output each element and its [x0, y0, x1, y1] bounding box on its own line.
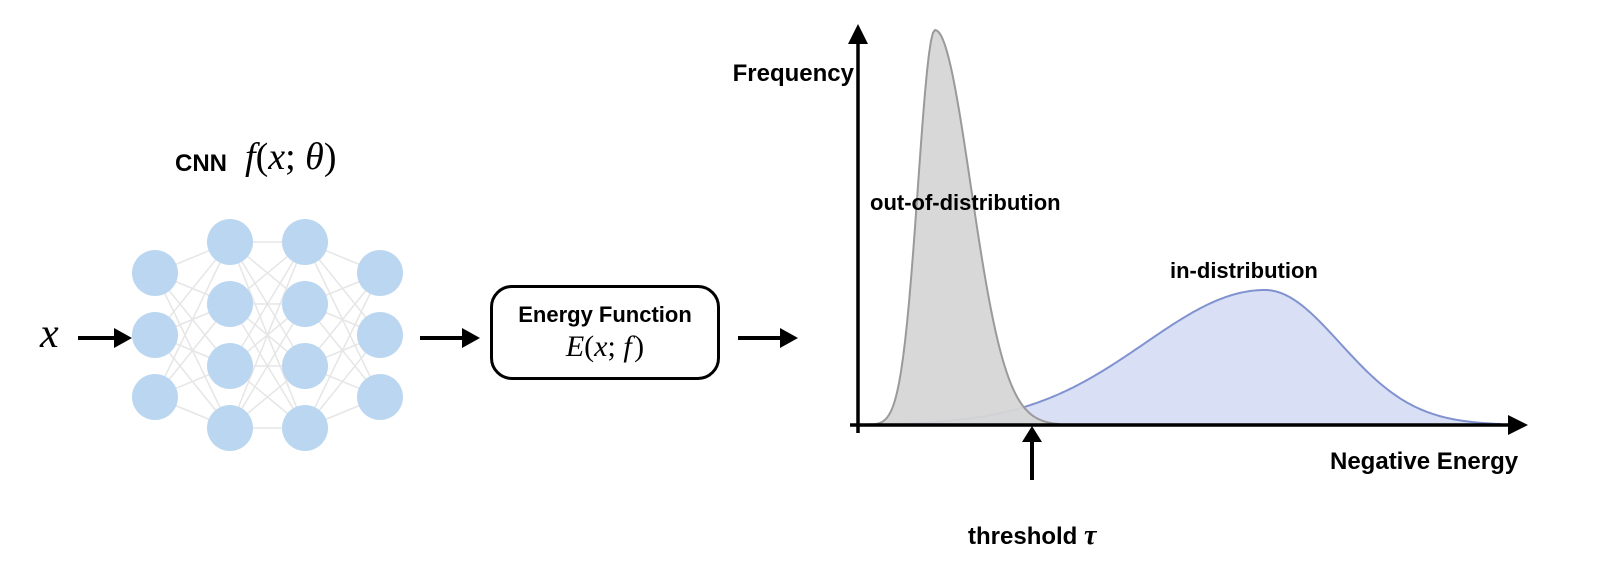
threshold-annotation: threshold τ: [968, 442, 1096, 552]
energy-formula: E(x; f ): [566, 330, 644, 364]
cnn-formula: f(x; θ): [245, 135, 336, 179]
arrow-input-to-cnn: [78, 328, 132, 348]
distribution-chart: [800, 20, 1530, 460]
arrow-energy-to-chart: [738, 328, 798, 348]
energy-title: Energy Function: [518, 302, 692, 328]
threshold-arrow-icon: [1030, 442, 1034, 480]
input-symbol: x: [40, 310, 59, 358]
x-axis-label: Negative Energy: [1330, 448, 1518, 476]
arrow-cnn-to-energy: [420, 328, 480, 348]
energy-function-box: Energy Function E(x; f ): [490, 285, 720, 380]
cnn-network-icon: [125, 180, 425, 490]
threshold-label: threshold τ: [968, 520, 1096, 552]
energy-ood-diagram: x CNN f(x; θ) Energy Function E(x; f ) F…: [0, 0, 1600, 584]
cnn-label: CNN: [175, 150, 227, 178]
ood-curve-label: out-of-distribution: [870, 190, 1061, 216]
id-curve-label: in-distribution: [1170, 258, 1318, 284]
y-axis-label: Frequency: [724, 60, 854, 88]
